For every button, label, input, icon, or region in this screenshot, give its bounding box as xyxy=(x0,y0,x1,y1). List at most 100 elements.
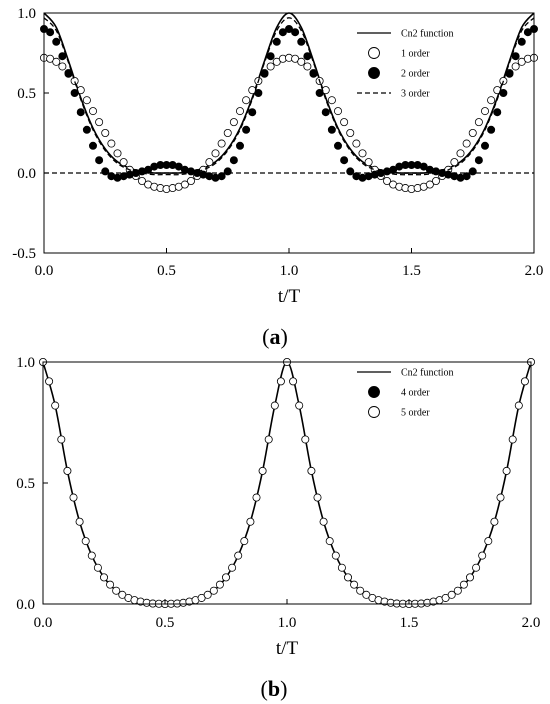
panel-a-series-2-order-point xyxy=(321,108,330,117)
panel-b-series-5-order-point xyxy=(252,493,261,502)
panel-b-series-5-order-point xyxy=(307,466,316,475)
panel-a-series-2-order-point xyxy=(340,156,349,165)
panel-a-series-2-order-point xyxy=(272,37,281,46)
panel-b-x-tick-label: 1.5 xyxy=(400,615,419,631)
panel-b-series-5-order-point xyxy=(106,580,115,589)
panel-a-series-2-order-point xyxy=(223,167,232,176)
panel-a-series-2-order-point xyxy=(505,69,514,78)
panel-b-series-5-order-point xyxy=(289,377,298,386)
panel-a-series-2-order-point xyxy=(462,172,471,181)
panel-b-y-tick-label: 0.5 xyxy=(16,476,35,492)
panel-a-series-2-order-point xyxy=(229,156,238,165)
panel-b-series-5-order-point xyxy=(313,493,322,502)
panel-a-series-1-order-point xyxy=(340,118,349,127)
panel-b-legend-4-order-swatch xyxy=(368,386,380,398)
panel-a-series-2-order-point xyxy=(217,172,226,181)
panel-b-letter: b xyxy=(268,676,280,701)
panel-b-frame xyxy=(42,361,532,605)
panel-b-series-5-order-point xyxy=(270,401,279,410)
panel-b-series-5-order-point xyxy=(325,537,334,546)
panel-a-series-2-order-point xyxy=(52,37,61,46)
panel-a-series-1-order-point xyxy=(107,139,116,148)
panel-a-legend-1-order-label: 1 order xyxy=(401,49,430,60)
panel-b-series-5-order-point xyxy=(258,466,267,475)
panel-b-x-tick-label: 1.0 xyxy=(278,615,297,631)
panel-a-series-2-order-point xyxy=(291,28,300,37)
panel-a-series-2-order-point xyxy=(76,108,85,117)
panel-b-series-cn2-function-line xyxy=(43,361,531,604)
panel-a-series-2-order-point xyxy=(523,28,532,37)
panel-b-series-5-order-point xyxy=(118,590,127,599)
panel-b-series-5-order-point xyxy=(69,493,78,502)
panel-a-series-1-order-point xyxy=(58,62,67,71)
panel-a-x-axis-label: t/T xyxy=(278,286,301,307)
panel-b-series-5-order-point xyxy=(343,573,352,582)
panel-b-series-5-order-point xyxy=(478,551,487,560)
panel-a-series-2-order-point xyxy=(480,141,489,150)
panel-a-series-1-order-point xyxy=(346,128,355,137)
panel-b-series-5-order-point xyxy=(465,573,474,582)
panel-a-series-2-order-point xyxy=(242,125,251,134)
panel-a-series-2-order-point xyxy=(309,69,318,78)
panel-a-series-1-order-point xyxy=(364,158,373,167)
panel-a-frame xyxy=(43,12,535,254)
panel-a-series-1-order-point xyxy=(235,107,244,116)
panel-a-series-2-order-point xyxy=(64,69,73,78)
panel-a-plot-area xyxy=(40,12,539,193)
panel-a-series-1-order-point xyxy=(468,128,477,137)
panel-b-series-5-order-point xyxy=(453,586,462,595)
panel-a-series-2-order-point xyxy=(174,162,183,171)
panel-a-series-1-order-point xyxy=(137,176,146,185)
panel-a-series-2-order-point xyxy=(517,37,526,46)
panel-a-series-1-order-point xyxy=(327,96,336,105)
panel-b-legend-5-order-swatch xyxy=(368,406,380,418)
panel-b-series-5-order-point xyxy=(356,586,365,595)
panel-a-series-1-order-point xyxy=(180,180,189,189)
panel-a-letter: a xyxy=(270,324,281,349)
panel-b-series-5-order-point xyxy=(490,517,499,526)
panel-b-series-5-order-point xyxy=(264,435,273,444)
panel-a-series-1-order-point xyxy=(358,149,367,158)
panel-b-legend-cn2-function-label: Cn2 function xyxy=(401,368,454,379)
panel-a-series-1-order-point xyxy=(511,62,520,71)
panel-a-series-1-order-point xyxy=(52,57,61,66)
panel-b-series-5-order-point xyxy=(441,593,450,602)
panel-a-y-tick-label: 1.0 xyxy=(17,6,36,22)
panel-b-series-5-order-point xyxy=(319,517,328,526)
panel-b-series-5-order-point xyxy=(234,551,243,560)
panel-b-y-ticks: 1.0 0.5 0.0 xyxy=(16,355,48,613)
panel-a-series-1-order-point xyxy=(229,118,238,127)
panel-a-series-1-order-point xyxy=(205,158,214,167)
panel-a-series-1-order-point xyxy=(217,139,226,148)
panel-b-series-5-order-point xyxy=(337,563,346,572)
panel-a-x-tick-label: 0.5 xyxy=(157,263,176,279)
panel-a-series-1-order-point xyxy=(113,149,122,158)
panel-b-legend-4-order-label: 4 order xyxy=(401,388,430,399)
panel-a-series-1-order-point xyxy=(352,139,361,148)
panel-a-series-2-order-point xyxy=(248,108,257,117)
panel-b-series-5-order-point xyxy=(57,435,66,444)
panel-a-legend-cn2-function-label: Cn2 function xyxy=(401,29,454,40)
panel-b-series-5-order-point xyxy=(112,586,121,595)
panel-b-y-tick-label: 1.0 xyxy=(16,355,35,371)
panel-b-y-tick-label: 0.0 xyxy=(16,597,35,613)
panel-a-series-2-order-point xyxy=(95,156,104,165)
panel-a-series-2-order-point xyxy=(235,141,244,150)
panel-b-series-5-order-point xyxy=(215,580,224,589)
panel-a-series-2-order-point xyxy=(474,156,483,165)
panel-b-series-5-order-point xyxy=(295,401,304,410)
panel-a-x-tick-label: 2.0 xyxy=(525,263,544,279)
panel-a-series-1-order-point xyxy=(297,57,306,66)
panel-a-series-1-order-point xyxy=(119,158,128,167)
panel-b-series-5-order-point xyxy=(51,401,60,410)
panel-a-series-1-order-point xyxy=(186,176,195,185)
panel-a-series-2-order-point xyxy=(89,141,98,150)
panel-a-series-3-order-line xyxy=(44,17,534,176)
panel-b-series-5-order-point xyxy=(276,377,285,386)
panel-a-series-cn2-function-line xyxy=(44,12,534,174)
panel-a-legend-1-order-swatch xyxy=(368,47,380,59)
panel-b-series-5-order-point xyxy=(246,517,255,526)
panel-a-series-1-order-point xyxy=(70,77,79,86)
panel-b-series-5-order-point xyxy=(447,590,456,599)
